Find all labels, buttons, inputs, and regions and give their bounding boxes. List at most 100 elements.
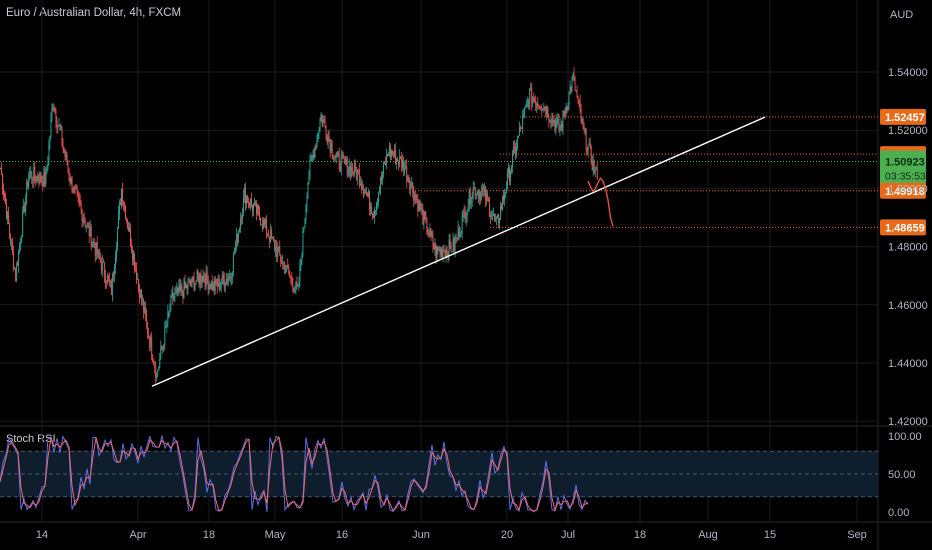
candle-body bbox=[578, 99, 580, 103]
candle-body bbox=[42, 180, 44, 186]
candle-body bbox=[108, 278, 110, 283]
candle-body bbox=[380, 177, 381, 191]
candle-body bbox=[68, 170, 70, 178]
candle-body bbox=[211, 281, 213, 291]
candle-body bbox=[529, 90, 531, 108]
candle-body bbox=[200, 274, 202, 283]
candle-body bbox=[110, 281, 112, 295]
candle-body bbox=[456, 237, 458, 239]
candle-body bbox=[213, 282, 215, 291]
candle-body bbox=[288, 268, 290, 275]
candle-body bbox=[194, 283, 196, 290]
candle-body bbox=[185, 285, 187, 288]
candle-body bbox=[398, 160, 400, 166]
candle-body bbox=[161, 347, 163, 349]
candle-body bbox=[353, 163, 355, 175]
candle-body bbox=[150, 337, 152, 347]
candle-body bbox=[402, 160, 404, 169]
candle-body bbox=[447, 253, 449, 258]
candle-body bbox=[330, 142, 332, 151]
candle-body bbox=[267, 233, 269, 235]
candle-body bbox=[319, 120, 321, 130]
candle-body bbox=[63, 147, 65, 151]
candle-body bbox=[33, 167, 35, 181]
candle-body bbox=[26, 181, 28, 199]
candle-body bbox=[348, 165, 350, 171]
candle-body bbox=[120, 202, 121, 205]
candle-body bbox=[386, 154, 388, 166]
candle-body bbox=[283, 261, 285, 264]
candle-body bbox=[444, 251, 446, 257]
candle-body bbox=[502, 195, 503, 209]
candle-body bbox=[24, 204, 26, 212]
candle-body bbox=[269, 237, 271, 242]
candle-body bbox=[129, 228, 130, 232]
candle-body bbox=[382, 174, 383, 180]
candle-body bbox=[547, 106, 549, 118]
candle-body bbox=[300, 260, 302, 265]
candle-body bbox=[592, 160, 594, 170]
candle-body bbox=[564, 113, 566, 115]
candle-body bbox=[247, 196, 248, 203]
candle-body bbox=[552, 116, 554, 123]
candle-body bbox=[114, 256, 116, 268]
candle-body bbox=[404, 168, 406, 173]
y-tick-label: 1.54000 bbox=[888, 67, 928, 79]
candle-body bbox=[193, 278, 195, 290]
candle-body bbox=[122, 188, 123, 202]
candle-body bbox=[335, 156, 337, 158]
candle-body bbox=[305, 206, 307, 219]
candle-body bbox=[25, 198, 27, 212]
candle-body bbox=[341, 154, 343, 157]
y-tick-label: 1.44000 bbox=[888, 358, 928, 370]
candle-body bbox=[372, 213, 373, 216]
candle-body bbox=[143, 300, 145, 313]
candle-body bbox=[417, 199, 419, 212]
candle-body bbox=[301, 254, 303, 261]
candle-body bbox=[214, 279, 216, 291]
candle-body bbox=[22, 213, 24, 237]
candle-body bbox=[573, 74, 575, 77]
candle-body bbox=[309, 161, 311, 178]
candle-body bbox=[227, 278, 229, 283]
candle-body bbox=[480, 191, 482, 201]
candle-body bbox=[287, 265, 289, 269]
candle-body bbox=[146, 315, 148, 323]
candle-body bbox=[35, 176, 37, 181]
candle-body bbox=[419, 200, 421, 210]
candle-body bbox=[321, 114, 323, 124]
candle-body bbox=[275, 246, 277, 251]
candle-body bbox=[231, 271, 233, 279]
candle-body bbox=[299, 264, 301, 283]
candle-body bbox=[532, 98, 534, 104]
candle-body bbox=[470, 199, 472, 204]
currency-label: AUD bbox=[890, 9, 914, 21]
candle-body bbox=[3, 189, 4, 195]
candle-body bbox=[167, 312, 169, 325]
projection-path bbox=[587, 177, 614, 227]
candle-body bbox=[133, 254, 135, 260]
candle-body bbox=[511, 166, 513, 171]
candle-body bbox=[463, 211, 465, 212]
candle-body bbox=[111, 274, 113, 295]
candle-body bbox=[121, 188, 122, 205]
candle-body bbox=[67, 165, 69, 171]
candle-body bbox=[368, 191, 370, 209]
candle-body bbox=[393, 155, 395, 157]
candle-body bbox=[130, 228, 131, 246]
candle-body bbox=[496, 215, 498, 219]
candle-body bbox=[212, 282, 214, 291]
candle-body bbox=[297, 285, 299, 287]
trend-line bbox=[151, 116, 766, 387]
candle-body bbox=[327, 136, 329, 142]
candle-body bbox=[586, 149, 588, 152]
candle-body bbox=[16, 264, 18, 281]
candle-body bbox=[351, 166, 353, 173]
candle-body bbox=[218, 278, 220, 290]
candle-body bbox=[421, 207, 423, 210]
candle-body bbox=[222, 274, 224, 280]
candle-body bbox=[173, 297, 175, 300]
candle-body bbox=[2, 174, 3, 190]
x-tick-label: Jul bbox=[561, 529, 575, 541]
